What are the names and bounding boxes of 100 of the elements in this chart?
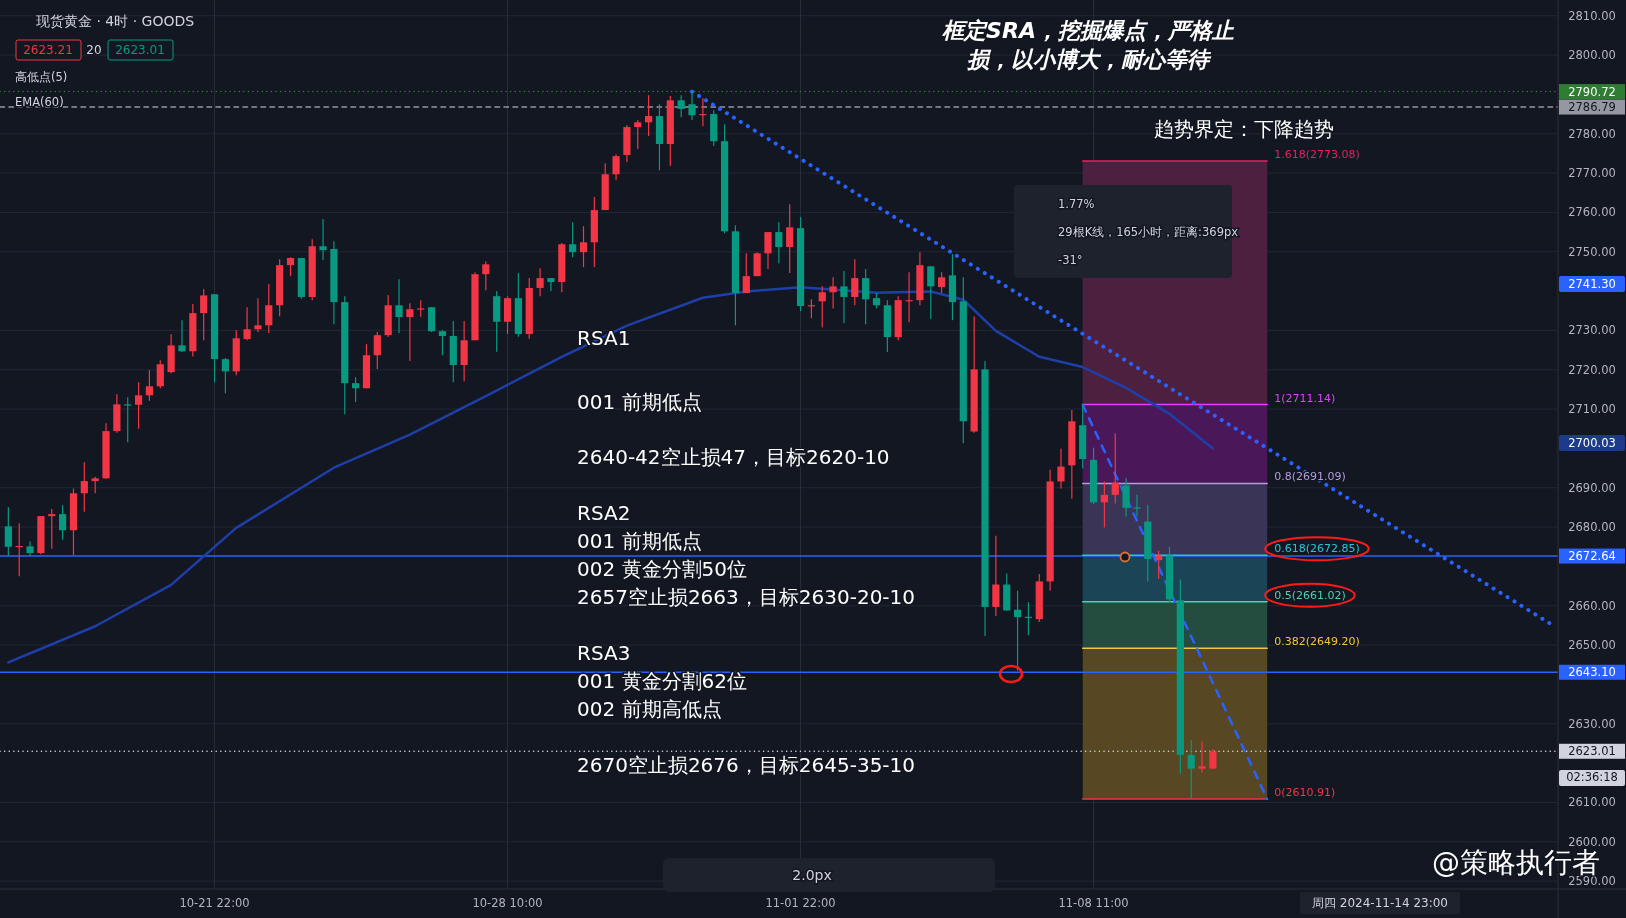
y-tick-label: 2600.00 [1568, 834, 1616, 849]
candlestick [645, 94, 653, 137]
annotation: 001 前期低点 [577, 390, 702, 414]
candlestick [178, 319, 186, 353]
candlestick [786, 203, 794, 274]
text: 2741.30 [1568, 277, 1616, 291]
ref-line-label: 2643.10 [1568, 665, 1616, 680]
candlestick [482, 260, 490, 291]
candlestick [1198, 740, 1206, 774]
candlestick [742, 252, 750, 294]
candlestick [677, 94, 685, 118]
ref-line-label: 2790.72 [1568, 84, 1616, 99]
candlestick [406, 302, 414, 362]
candlestick [200, 288, 208, 341]
ref-line-label: 0(2610.91) [1274, 785, 1336, 799]
candlestick [156, 359, 164, 389]
annotation: RSA3 [577, 641, 631, 665]
candlestick [547, 277, 555, 292]
candlestick [1155, 550, 1163, 580]
candlestick [536, 267, 544, 297]
candlestick [26, 540, 34, 557]
y-tick-label: 2750.00 [1568, 244, 1616, 259]
annotation: 002 前期高低点 [577, 697, 722, 721]
y-tick-label: 2800.00 [1568, 48, 1616, 63]
candlestick [395, 278, 403, 334]
y-tick-label: 2720.00 [1568, 362, 1616, 377]
annotation: 2623.21 [23, 43, 73, 57]
candlestick [862, 268, 870, 325]
annotation: 29根K线，165小时，距离:369px [1058, 225, 1239, 239]
candlestick [254, 297, 262, 333]
annotation: 2623.01 [115, 43, 165, 57]
candlestick [688, 91, 696, 121]
candlestick [1100, 480, 1108, 529]
candlestick [145, 369, 154, 402]
candlestick [1057, 448, 1065, 490]
y-tick-label: 2760.00 [1568, 205, 1616, 220]
y-tick-label: 2660.00 [1568, 598, 1616, 613]
y-tick-label: 2710.00 [1568, 402, 1616, 417]
ref-line-label: 0.618(2672.85) [1274, 542, 1360, 556]
candlestick [319, 218, 327, 261]
candlestick [265, 283, 273, 334]
candlestick [286, 256, 295, 277]
annotation: EMA(60) [15, 95, 64, 109]
candlestick [427, 306, 436, 333]
text: 现货黄金 · 4时 · GOODS [36, 13, 195, 29]
candlestick [1133, 494, 1141, 518]
ref-line-label: 0.5(2661.02) [1274, 588, 1346, 602]
annotation: -31° [1058, 253, 1083, 267]
ref-line-label: 2623.01 [1568, 744, 1616, 759]
candlestick [764, 231, 772, 270]
annotation: 框定SRA，挖掘爆点，严格止损，以小博大，耐心等待 [941, 18, 1235, 72]
candlestick [1209, 748, 1217, 770]
candlestick [1187, 739, 1195, 800]
candlestick [243, 306, 251, 341]
annotation: RSA2 [577, 501, 631, 525]
ref-line-label: 1(2711.14) [1274, 391, 1336, 405]
ref-line-label: 0.8(2691.09) [1274, 470, 1346, 484]
candlestick [48, 508, 56, 550]
x-tick-label: 10-21 22:00 [179, 896, 250, 910]
annotation: 高低点(5) [15, 70, 68, 84]
annotation: 趋势界定：下降趋势 [1154, 117, 1334, 141]
ref-line-label: 2672.64 [1568, 549, 1616, 564]
text: 2700.03 [1568, 436, 1616, 450]
candlestick [438, 329, 447, 356]
y-tick-label: 2650.00 [1568, 638, 1616, 653]
candlestick [612, 153, 620, 181]
annotation: 2.0px [792, 867, 832, 883]
candlestick [775, 221, 783, 264]
y-tick-label: 2690.00 [1568, 480, 1616, 495]
candlestick [938, 271, 946, 294]
candlestick [124, 396, 132, 443]
annotation: 2670空止损2676，目标2645-35-10 [577, 753, 916, 777]
candlestick [818, 285, 826, 328]
candlestick [1013, 590, 1022, 672]
candlestick [503, 295, 512, 335]
candlestick [1111, 432, 1119, 505]
y-tick-label: 2610.00 [1568, 795, 1616, 810]
candlestick [4, 506, 12, 557]
candlestick [221, 357, 229, 394]
candlestick [59, 504, 67, 541]
annotation: 20 [86, 43, 102, 57]
candlestick [829, 276, 837, 309]
annotation: 2640-42空止损47，目标2620-10 [577, 445, 890, 469]
ref-line-label: 1.618(2773.08) [1274, 147, 1360, 161]
annotation: 1.77% [1058, 197, 1095, 211]
y-tick-label: 2630.00 [1568, 716, 1616, 731]
candlestick [134, 381, 143, 430]
candlestick [352, 376, 360, 403]
text: 周四 2024-11-14 23:00 [1312, 896, 1448, 910]
candlestick [840, 270, 848, 324]
x-tick-label: 10-28 10:00 [472, 896, 543, 910]
ref-line-label: 0.382(2649.20) [1274, 635, 1360, 649]
annotation: 001 前期低点 [577, 529, 702, 553]
candlestick [569, 221, 577, 258]
x-tick-label: 11-01 22:00 [765, 896, 836, 910]
x-tick-label: 11-08 11:00 [1058, 896, 1129, 910]
y-tick-label: 2780.00 [1568, 126, 1616, 141]
candlestick [992, 535, 1000, 617]
annotation: 2657空止损2663，目标2630-20-10 [577, 585, 916, 609]
candlestick [579, 225, 588, 268]
